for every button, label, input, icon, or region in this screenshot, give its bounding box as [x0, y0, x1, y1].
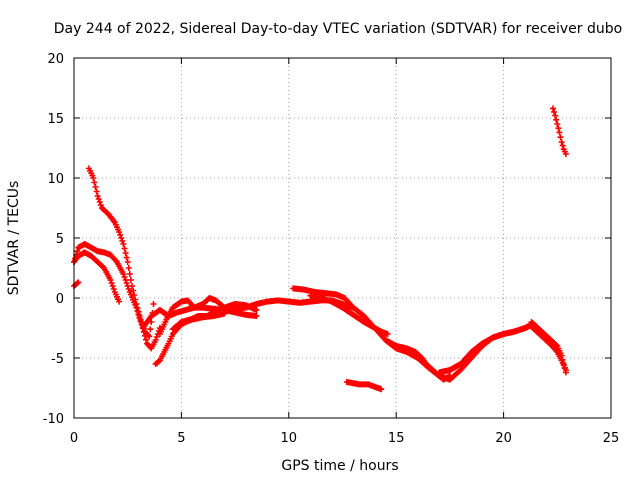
data-point-markers: [307, 292, 391, 337]
series-arc-12: [436, 321, 535, 376]
chart-title: Day 244 of 2022, Sidereal Day-to-day VTE…: [54, 21, 622, 37]
data-point-markers: [550, 105, 569, 157]
x-tick-label: 25: [603, 431, 620, 446]
series-arc-8: [169, 307, 260, 333]
series-arc-14: [528, 323, 569, 373]
data-point-markers: [436, 321, 535, 376]
y-tick-label: 0: [56, 292, 64, 307]
data-point-markers: [343, 379, 385, 393]
y-tick-label: 20: [47, 52, 64, 67]
x-tick-label: 10: [281, 431, 298, 446]
x-tick-label: 15: [388, 431, 405, 446]
y-tick-label: 5: [56, 232, 64, 247]
data-point-markers: [528, 323, 569, 373]
series-arc-4: [86, 165, 157, 340]
x-tick-label: 20: [495, 431, 512, 446]
data-point-markers: [169, 307, 260, 333]
y-tick-label: 10: [47, 172, 64, 187]
x-tick-label: 0: [70, 431, 78, 446]
y-axis-label: SDTVAR / TECUs: [6, 181, 22, 296]
y-tick-label: 15: [47, 112, 64, 127]
series-arc-16: [550, 105, 569, 157]
y-tick-label: -5: [51, 352, 64, 367]
data-points: [71, 105, 569, 393]
data-point-markers: [86, 165, 157, 340]
tick-labels: 0 5 10 15 20 25 -10 -5 0 5 10 15 20: [43, 52, 620, 446]
y-tick-label: -10: [43, 412, 64, 427]
series-arc-10: [307, 292, 391, 337]
series-arc-15: [343, 379, 385, 393]
x-tick-label: 5: [177, 431, 185, 446]
axis-ticks: [73, 57, 612, 419]
x-axis-label: GPS time / hours: [281, 458, 398, 474]
